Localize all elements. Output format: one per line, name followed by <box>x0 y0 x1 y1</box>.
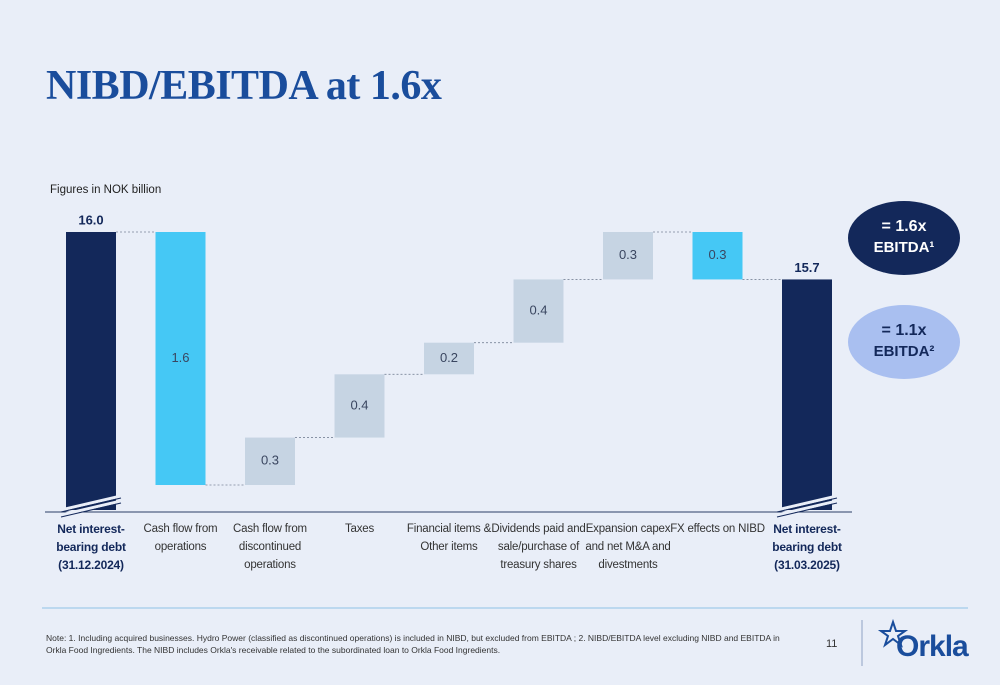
note: Note: 1. Including acquired businesses. … <box>46 633 780 655</box>
value-label: 1.6 <box>171 350 189 365</box>
bar <box>66 232 116 510</box>
category-label: Cash flow from discontinued operations <box>233 523 307 571</box>
title: NIBD/EBITDA at 1.6x <box>46 63 442 109</box>
category-label: Net interest-bearing debt (31.03.2025) <box>772 522 842 572</box>
bar <box>692 232 743 280</box>
bar <box>603 232 653 280</box>
value-label: 0.2 <box>440 350 458 365</box>
value-label: 16.0 <box>78 212 103 227</box>
logo: Orkla <box>896 630 969 663</box>
value-label: 0.3 <box>619 247 637 262</box>
axis-break-line <box>60 497 122 518</box>
category-label: Cash flow from operations <box>143 523 218 553</box>
ratio-bubble <box>848 201 960 275</box>
subtitle: Figures in NOK billion <box>50 184 162 196</box>
category-label: Dividends paid and sale/purchase of trea… <box>491 523 586 571</box>
bar <box>245 437 295 485</box>
category-label: Taxes <box>344 523 375 535</box>
logo-star <box>877 618 909 648</box>
value-label: 0.4 <box>350 397 368 412</box>
value-label: 0.3 <box>261 453 279 468</box>
bubble-text: = 1.6x <box>882 218 927 235</box>
category-label: Net interest-bearing debt (31.12.2024) <box>56 522 126 572</box>
value-label: 15.7 <box>794 260 819 275</box>
bar <box>513 279 564 343</box>
category-label: FX effects on NIBD <box>670 523 765 535</box>
axis-break <box>776 494 838 517</box>
bar <box>782 279 832 510</box>
page-number: 11 <box>826 638 838 650</box>
bar <box>424 342 474 375</box>
value-label: 0.3 <box>708 247 726 262</box>
bar <box>334 374 385 438</box>
value-label: 0.4 <box>529 303 547 318</box>
axis-break-line <box>776 497 838 518</box>
category-label: Financial items & Other items <box>406 523 492 553</box>
ratio-bubble <box>848 305 960 379</box>
bar <box>155 232 206 485</box>
bubble-text: EBITDA² <box>874 343 935 360</box>
bubble-text: = 1.1x <box>882 322 927 339</box>
category-label: Expansion capex and net M&A and divestme… <box>585 523 671 571</box>
axis-break <box>60 494 122 517</box>
bubble-text: EBITDA¹ <box>874 239 935 256</box>
